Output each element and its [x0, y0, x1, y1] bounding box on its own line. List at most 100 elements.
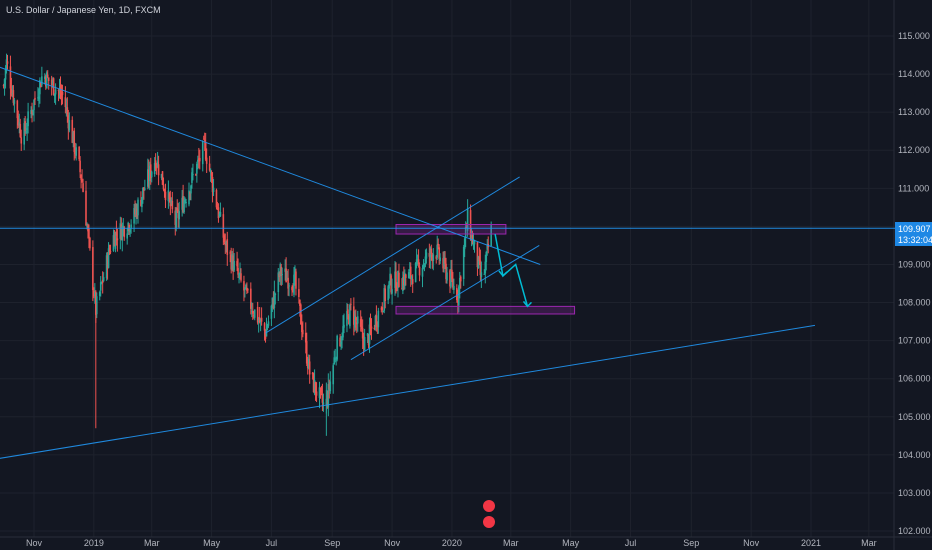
- candle-body: [335, 358, 337, 360]
- candle-body: [171, 201, 174, 210]
- candle-body: [115, 231, 118, 236]
- trendline-channel-upper: [265, 176, 520, 334]
- candle-body: [356, 316, 359, 324]
- candle-body: [37, 97, 39, 99]
- candle-body: [82, 183, 84, 192]
- candle-body: [246, 287, 248, 291]
- candle-body: [301, 322, 303, 333]
- candle-body: [260, 317, 263, 322]
- candle-body: [121, 226, 124, 241]
- candle-body: [453, 285, 455, 290]
- candle-body: [78, 146, 80, 160]
- candle-body: [416, 259, 419, 263]
- candle-body: [462, 246, 465, 279]
- candle-body: [403, 274, 405, 285]
- candle-body: [95, 296, 98, 315]
- candle-body: [54, 89, 57, 95]
- x-tick-label: Sep: [683, 538, 699, 548]
- x-tick-label: Nov: [26, 538, 43, 548]
- candle-body: [27, 111, 29, 127]
- candle-body: [397, 270, 399, 288]
- candle-body: [45, 72, 48, 89]
- candle-body: [439, 257, 441, 262]
- candle-body: [369, 324, 372, 330]
- y-tick-label: 112.000: [898, 145, 930, 155]
- candle-body: [389, 273, 391, 284]
- candle-body: [395, 271, 397, 292]
- candle-body: [197, 159, 199, 162]
- x-tick-label: 2019: [84, 538, 104, 548]
- candle-body: [348, 315, 350, 325]
- candle-body: [147, 169, 150, 181]
- candle-body: [442, 258, 444, 269]
- candle-body: [401, 288, 403, 290]
- candle-body: [47, 77, 50, 82]
- candle-body: [256, 306, 259, 323]
- candle-body: [314, 381, 317, 394]
- candle-body: [236, 260, 238, 267]
- candle-body: [295, 271, 297, 289]
- candle-body: [231, 254, 233, 270]
- candle-body: [435, 256, 438, 259]
- candle-body: [376, 324, 379, 326]
- candle-body: [176, 207, 179, 211]
- candle-body: [204, 142, 207, 160]
- candle-body: [102, 277, 105, 281]
- candle-body: [157, 164, 160, 176]
- candle-body: [57, 89, 60, 91]
- candle-body: [73, 130, 76, 153]
- event-marker-icon: [483, 500, 495, 512]
- candle-body: [229, 252, 232, 254]
- candle-body: [67, 115, 70, 129]
- candle-body: [167, 190, 170, 202]
- chart-title: U.S. Dollar / Japanese Yen, 1D, FXCM: [6, 5, 161, 15]
- candle-body: [287, 277, 289, 289]
- candle-body: [457, 286, 460, 306]
- candle-body: [18, 122, 21, 126]
- candle-body: [5, 59, 8, 71]
- candle-body: [479, 260, 482, 275]
- y-tick-label: 113.000: [898, 107, 930, 117]
- y-tick-label: 114.000: [898, 69, 930, 79]
- candle-body: [203, 140, 206, 142]
- candle-body: [285, 268, 287, 283]
- current-price-badge[interactable]: [895, 222, 932, 246]
- candle-body: [347, 309, 349, 314]
- candle-body: [410, 276, 413, 280]
- candle-body: [312, 373, 315, 393]
- candle-body: [94, 292, 96, 296]
- candle-body: [164, 191, 167, 201]
- trendline-descending-resistance: [0, 66, 541, 265]
- candle-body: [46, 74, 49, 77]
- candle-body: [13, 99, 16, 104]
- candle-body: [81, 179, 83, 182]
- candle-body: [329, 381, 332, 392]
- candle-body: [428, 253, 431, 257]
- candle-body: [215, 189, 218, 208]
- arrowhead: [522, 300, 533, 308]
- candle-body: [51, 80, 54, 85]
- candle-body: [153, 163, 156, 175]
- candle-body: [210, 172, 213, 176]
- candle-body: [267, 321, 270, 326]
- candle-body: [58, 89, 61, 91]
- candle-body: [114, 232, 117, 249]
- candle-body: [456, 287, 458, 301]
- candle-body: [411, 279, 414, 284]
- candle-body: [362, 336, 365, 349]
- candle-body: [472, 241, 475, 246]
- candle-body: [178, 211, 180, 220]
- candle-body: [259, 319, 262, 322]
- candle-body: [308, 361, 311, 375]
- candle-body: [438, 247, 440, 259]
- candle-body: [398, 272, 400, 287]
- candle-body: [333, 357, 336, 365]
- candle-body: [445, 263, 447, 280]
- candle-body: [298, 289, 300, 298]
- candle-body: [334, 358, 336, 360]
- candle-body: [224, 242, 227, 246]
- candle-body: [388, 281, 390, 289]
- candle-body: [292, 291, 294, 293]
